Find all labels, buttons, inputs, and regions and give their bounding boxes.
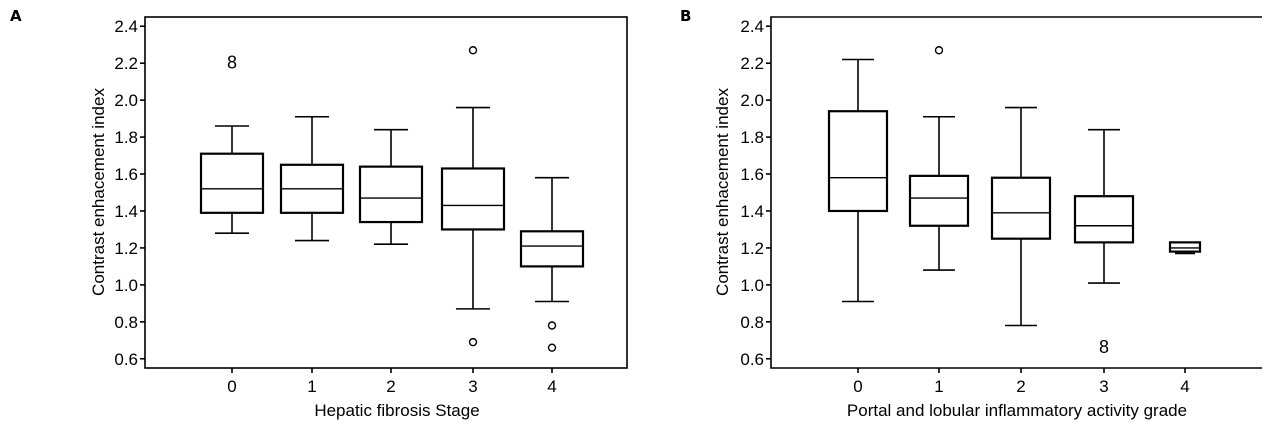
- y-tick-label: 0.6: [740, 350, 764, 369]
- y-tick-label: 2.2: [740, 54, 764, 73]
- box-2: [358, 128, 424, 246]
- x-tick-label: 0: [227, 377, 236, 396]
- x-tick-label: 2: [386, 377, 395, 396]
- labeled-outlier: 8: [1099, 337, 1109, 357]
- y-tick-label: 1.8: [740, 128, 764, 147]
- outlier-point: [547, 321, 557, 330]
- y-tick-label: 1.4: [740, 202, 764, 221]
- box-3: [1073, 128, 1135, 284]
- iqr-box: [199, 152, 265, 214]
- y-tick-label: 1.6: [114, 165, 138, 184]
- y-tick-label: 0.8: [114, 313, 138, 332]
- outlier-point: [547, 343, 557, 352]
- y-tick-label: 1.4: [114, 202, 138, 221]
- x-tick-label: 1: [934, 377, 943, 396]
- outlier-point: [934, 46, 944, 55]
- iqr-box: [440, 167, 506, 231]
- box-4: [519, 176, 585, 352]
- y-tick-label: 1.0: [740, 276, 764, 295]
- y-tick-label: 1.8: [114, 128, 138, 147]
- iqr-box: [990, 176, 1052, 240]
- iqr-box: [1073, 195, 1135, 244]
- x-tick-label: 4: [1180, 377, 1189, 396]
- y-tick-label: 2.4: [740, 17, 764, 36]
- y-tick-label: 1.2: [740, 239, 764, 258]
- x-tick-label: 3: [468, 377, 477, 396]
- box-0: [827, 58, 889, 303]
- y-axis-title: Contrast enhacement index: [89, 88, 108, 296]
- panel-a-chart: A 0.6 0.8 1.0 1.2 1.4 1.6 1.8 2.0 2.2 2.4 0 1 2 3 4 Hepa…: [10, 7, 628, 420]
- x-tick-label: 1: [307, 377, 316, 396]
- y-tick-label: 0.8: [740, 313, 764, 332]
- y-tick-label: 2.2: [114, 54, 138, 73]
- outlier-point: [468, 337, 478, 347]
- box-1: [908, 46, 970, 271]
- box-3: [440, 46, 506, 347]
- iqr-box: [519, 230, 585, 268]
- iqr-box: [827, 110, 889, 213]
- labeled-outlier: 8: [227, 52, 237, 72]
- box-4: [1168, 241, 1202, 255]
- panel-b-chart: B 0.6 0.8 1.0 1.2 1.4 1.6 1.8 2.0 2.2 2.4 0 1 2 3 4 Port…: [680, 7, 1262, 420]
- y-axis-title: Contrast enhacement index: [713, 88, 732, 296]
- x-tick-label: 3: [1099, 377, 1108, 396]
- box-2: [990, 106, 1052, 327]
- x-axis-title: Portal and lobular inflammatory activity…: [847, 401, 1187, 420]
- plot-frame: [770, 16, 1262, 369]
- x-tick-label: 4: [547, 377, 556, 396]
- iqr-box: [358, 165, 424, 224]
- y-tick-label: 1.6: [740, 165, 764, 184]
- x-axis-title: Hepatic fibrosis Stage: [314, 401, 479, 420]
- y-tick-label: 2.0: [114, 91, 138, 110]
- iqr-box: [1168, 241, 1202, 253]
- outlier-point: [468, 46, 478, 55]
- y-tick-label: 0.6: [114, 350, 138, 369]
- y-tick-label: 1.2: [114, 239, 138, 258]
- box-0: [199, 125, 265, 234]
- x-tick-label: 0: [853, 377, 862, 396]
- iqr-box: [908, 174, 970, 227]
- y-tick-label: 2.0: [740, 91, 764, 110]
- y-tick-label: 2.4: [114, 17, 138, 36]
- panel-letter: A: [10, 7, 22, 25]
- plot-frame: [144, 16, 628, 369]
- y-tick-label: 1.0: [114, 276, 138, 295]
- x-tick-label: 2: [1016, 377, 1025, 396]
- box-1: [279, 115, 345, 242]
- panel-letter: B: [680, 7, 691, 25]
